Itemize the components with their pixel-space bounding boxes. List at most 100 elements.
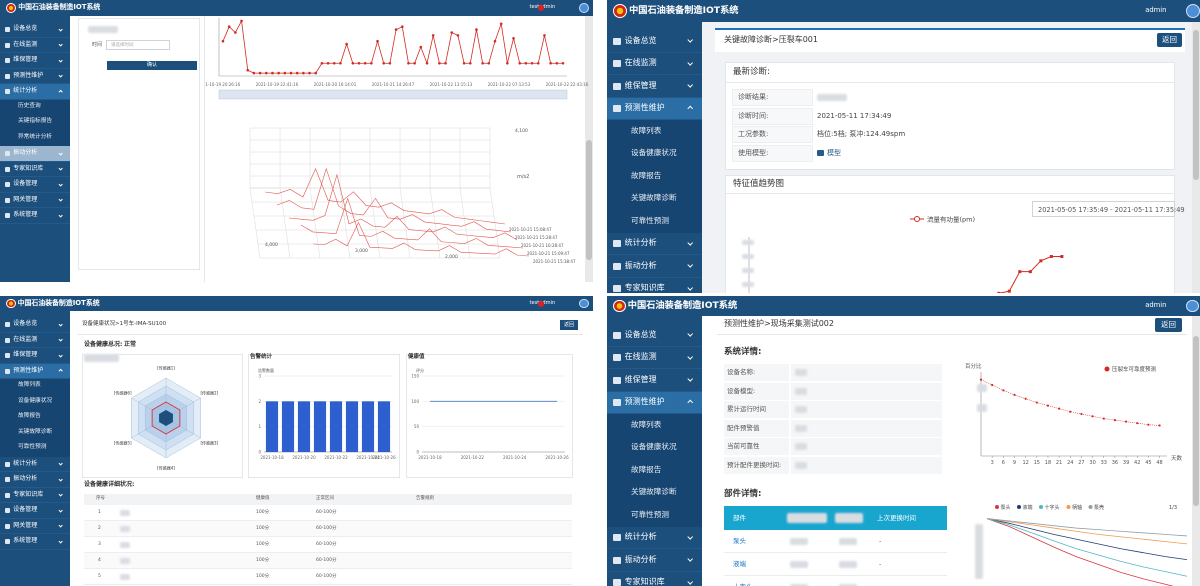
chevron (58, 26, 64, 32)
trend-point (388, 61, 392, 65)
divider (717, 334, 1187, 335)
submenu-item[interactable]: 故障报告 (0, 410, 70, 426)
table-header-cell: 健康值 (256, 496, 270, 501)
menu-item[interactable]: 统计分析 (607, 526, 702, 549)
menu-item[interactable]: 预测性维护 (607, 391, 702, 414)
submenu-item[interactable]: 设备健康状况 (0, 394, 70, 410)
submenu-item[interactable]: 设备健康状况 (607, 142, 702, 165)
user-name[interactable]: admin (1145, 6, 1167, 15)
blurred-content (120, 574, 130, 580)
menu-item[interactable]: 系统管理 (0, 534, 70, 550)
chevron (58, 321, 64, 327)
menu-item[interactable]: 维保管理 (0, 53, 70, 69)
submenu-item[interactable]: 故障报告 (607, 459, 702, 482)
legend-marker (1066, 505, 1071, 509)
menu-item[interactable]: 专家知识库 (607, 277, 702, 293)
menu-item[interactable]: 振动分析 (607, 255, 702, 278)
date-range-input[interactable]: 2021-05-05 17:35:49 - 2021-05-11 17:35:4… (1032, 201, 1185, 217)
avatar[interactable] (1186, 299, 1199, 313)
submenu-item[interactable]: 故障列表 (607, 120, 702, 143)
x-axis-label: 天数 (1171, 454, 1183, 462)
menu-item[interactable]: 统计分析 (0, 84, 70, 100)
back-button[interactable]: 返回 (560, 320, 578, 330)
menu-icon (4, 461, 11, 467)
menu-item[interactable]: 振动分析 (0, 472, 70, 488)
menu-item[interactable]: 维保管理 (0, 348, 70, 364)
submenu-item[interactable]: 可靠性预测 (607, 210, 702, 233)
menu-item[interactable]: 振动分析 (607, 549, 702, 572)
menu-item[interactable]: 专家知识库 (0, 161, 70, 177)
menu-item[interactable]: 统计分析 (0, 456, 70, 472)
menu-item[interactable]: 预测性维护 (0, 363, 70, 379)
folder-icon (817, 149, 824, 156)
menu-item[interactable]: 专家知识库 (607, 571, 702, 586)
menu-item[interactable]: 统计分析 (607, 232, 702, 255)
avatar[interactable] (579, 298, 589, 309)
submenu-item[interactable]: 关键指标报告 (0, 115, 70, 131)
menu-item[interactable]: 设备总览 (607, 30, 702, 53)
menu-label: 专家知识库 (13, 490, 44, 498)
trend-point (283, 71, 287, 75)
y-axis-label: 百分比 (965, 362, 982, 370)
menu-item[interactable]: 专家知识库 (0, 487, 70, 503)
menu-item[interactable]: 维保管理 (607, 75, 702, 98)
blurred-content (787, 513, 827, 523)
time-input[interactable]: 请选择时间 (106, 40, 170, 50)
spectrum-line (300, 197, 524, 249)
menu-label: 预测性维护 (13, 366, 44, 374)
menu-icon (4, 27, 11, 33)
menu-item[interactable]: 设备管理 (0, 503, 70, 519)
submenu-item[interactable]: 异常统计分析 (0, 130, 70, 146)
x-tick-label: 36 (1112, 460, 1118, 466)
table-cell: 60-100分 (316, 558, 337, 563)
user-name[interactable]: admin (1145, 301, 1167, 310)
submenu-item[interactable]: 设备健康状况 (607, 436, 702, 459)
menu-item[interactable]: 预测性维护 (0, 68, 70, 84)
submenu-item[interactable]: 关键故障诊断 (607, 481, 702, 504)
menu-item[interactable]: 网关管理 (0, 192, 70, 208)
table-cell: 5 (98, 574, 101, 579)
reliability-point (1136, 422, 1139, 425)
submenu-item[interactable]: 关键故障诊断 (0, 425, 70, 441)
info-label: 诊断时间: (738, 111, 769, 120)
menu-icon (613, 354, 621, 362)
header-bar (607, 296, 1200, 316)
info-value[interactable]: 模型 (827, 148, 841, 157)
avatar[interactable] (579, 2, 590, 14)
menu-item[interactable]: 设备总览 (0, 317, 70, 333)
submenu-label: 故障列表 (18, 382, 41, 389)
menu-item[interactable]: 振动分析 (0, 146, 70, 162)
menu-item[interactable]: 在线监测 (607, 346, 702, 369)
menu-item[interactable]: 在线监测 (0, 37, 70, 53)
submenu-item[interactable]: 故障报告 (607, 165, 702, 188)
menu-item[interactable]: 设备总览 (607, 324, 702, 347)
x-tick-label: 2021-10-24 (503, 455, 527, 460)
submenu-item[interactable]: 历史查询 (0, 99, 70, 115)
submenu-item[interactable]: 可靠性预测 (607, 504, 702, 527)
card-divider (725, 193, 1175, 194)
part-name[interactable]: 十字头 (733, 584, 753, 586)
menu-item[interactable]: 网关管理 (0, 518, 70, 534)
blurred-content (975, 524, 983, 579)
confirm-button[interactable]: 确认 (107, 61, 197, 70)
submenu-item[interactable]: 故障列表 (0, 379, 70, 395)
table-header-cell: 告警规则 (416, 496, 434, 501)
part-name[interactable]: 液端 (733, 560, 746, 568)
trend-point (221, 39, 225, 43)
menu-item[interactable]: 预测性维护 (607, 97, 702, 120)
back-button[interactable]: 返回 (1157, 33, 1182, 47)
part-name[interactable]: 泵头 (733, 537, 746, 545)
submenu-item[interactable]: 故障列表 (607, 414, 702, 437)
menu-item[interactable]: 设备总览 (0, 22, 70, 38)
avatar[interactable] (1186, 3, 1200, 19)
menu-item[interactable]: 设备管理 (0, 177, 70, 193)
submenu-item[interactable]: 可靠性预测 (0, 441, 70, 457)
menu-item[interactable]: 在线监测 (607, 52, 702, 75)
menu-label: 网关管理 (13, 195, 38, 203)
menu-item[interactable]: 维保管理 (607, 369, 702, 392)
grid-line-3d (459, 187, 471, 259)
back-button[interactable]: 返回 (1155, 318, 1182, 332)
menu-item[interactable]: 在线监测 (0, 332, 70, 348)
submenu-item[interactable]: 关键故障诊断 (607, 187, 702, 210)
menu-item[interactable]: 系统管理 (0, 208, 70, 224)
